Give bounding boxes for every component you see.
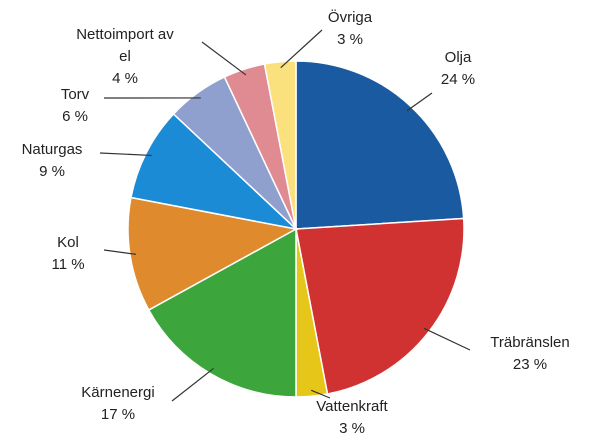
value-label: 23 % bbox=[512, 356, 548, 373]
pie-slice bbox=[147, 227, 297, 398]
slice-label: Torv 6 % bbox=[61, 84, 89, 128]
leader-line bbox=[171, 367, 214, 402]
value-label: 9 % bbox=[39, 163, 65, 180]
value-label: 3 % bbox=[339, 420, 365, 437]
leader-line bbox=[406, 92, 433, 112]
leader-line bbox=[99, 152, 152, 157]
leader-line bbox=[311, 389, 331, 399]
category-label: Vattenkraft bbox=[316, 398, 388, 415]
pie-slice bbox=[295, 217, 465, 395]
pie-slice bbox=[295, 60, 465, 230]
value-label: 24 % bbox=[440, 71, 476, 88]
slice-label: Naturgas 9 % bbox=[22, 139, 83, 183]
leader-line bbox=[423, 327, 471, 351]
slice-label: Vattenkraft 3 % bbox=[316, 396, 387, 440]
category-label: Naturgas bbox=[21, 141, 83, 158]
leader-line bbox=[103, 249, 137, 255]
value-label: 11 % bbox=[51, 256, 85, 273]
slice-label: Olja 24 % bbox=[441, 47, 475, 91]
leader-line bbox=[201, 41, 247, 76]
pie-slice bbox=[127, 196, 299, 311]
value-label: 3 % bbox=[337, 31, 363, 48]
slice-label: Träbränslen 23 % bbox=[490, 332, 569, 376]
slice-label: Övriga 3 % bbox=[328, 7, 372, 51]
slice-label: Nettoimport av el 4 % bbox=[70, 24, 180, 90]
value-label: 4 % bbox=[112, 70, 138, 87]
slice-label: Kol 11 % bbox=[51, 232, 84, 276]
pie-slice bbox=[263, 60, 297, 230]
category-label: Övriga bbox=[327, 9, 373, 26]
value-label: 6 % bbox=[62, 108, 88, 125]
category-label: Kol bbox=[57, 234, 79, 251]
category-label: Nettoimport av el bbox=[76, 26, 174, 65]
category-label: Träbränslen bbox=[490, 334, 570, 351]
slice-label: Kärnenergi 17 % bbox=[81, 382, 154, 426]
category-label: Kärnenergi bbox=[81, 384, 155, 401]
value-label: 17 % bbox=[100, 406, 136, 423]
category-label: Olja bbox=[444, 49, 472, 66]
leader-line bbox=[280, 29, 323, 69]
category-label: Torv bbox=[60, 86, 90, 103]
pie-slice bbox=[130, 112, 299, 231]
